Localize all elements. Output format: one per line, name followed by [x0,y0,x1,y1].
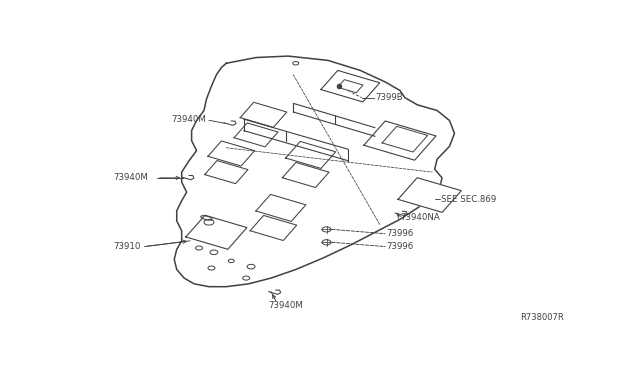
Text: 73940NA: 73940NA [400,214,440,222]
Text: 73940M: 73940M [172,115,207,124]
Text: 7399B: 7399B [376,93,403,102]
Text: 73940M: 73940M [269,301,303,310]
Text: R738007R: R738007R [520,314,564,323]
Polygon shape [338,80,363,93]
Text: 73996: 73996 [387,229,414,238]
Polygon shape [256,195,306,221]
Polygon shape [205,161,248,184]
Polygon shape [364,121,436,160]
Polygon shape [282,163,329,187]
Polygon shape [240,102,287,127]
Polygon shape [398,178,461,212]
Text: 73996: 73996 [387,242,414,251]
Text: SEE SEC.869: SEE SEC.869 [441,195,497,204]
Polygon shape [321,70,380,102]
Polygon shape [208,141,255,166]
Polygon shape [250,215,297,240]
Polygon shape [174,56,454,287]
Text: 73910: 73910 [114,242,141,251]
Polygon shape [234,123,278,147]
Polygon shape [285,141,335,169]
Polygon shape [186,215,247,249]
Text: 73940M: 73940M [114,173,148,182]
